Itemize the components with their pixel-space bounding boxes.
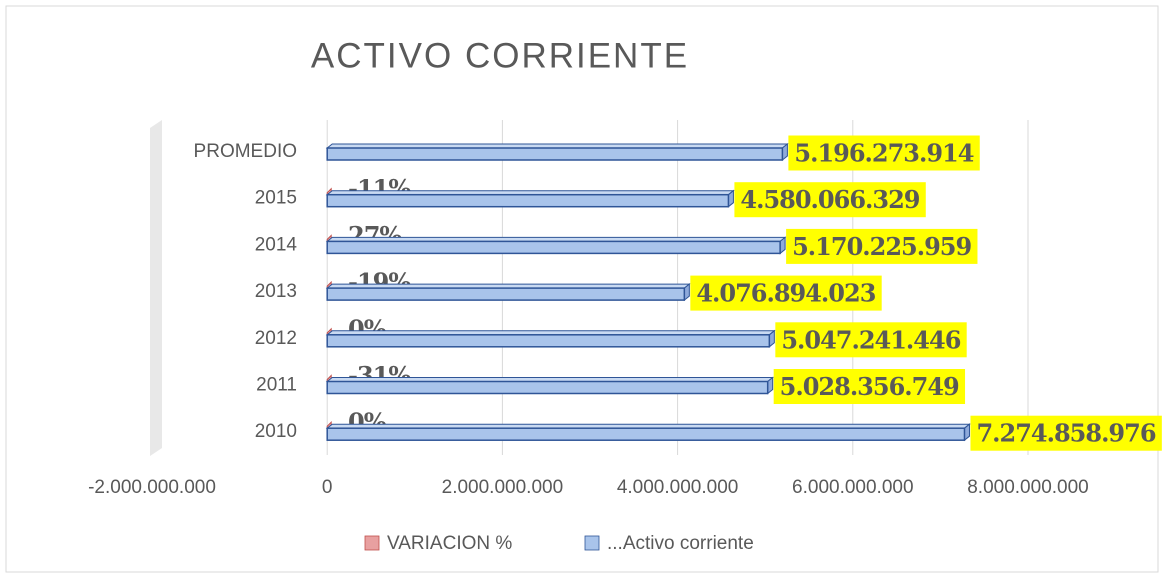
label-box	[734, 182, 926, 218]
bar	[326, 240, 781, 255]
x-tick-label: 0	[322, 477, 333, 498]
x-tick-label: -2.000.000.000	[88, 477, 216, 498]
category-label: 2012	[255, 328, 297, 349]
data-label: 5.170.225.959	[792, 232, 971, 261]
category-label: 2011	[256, 375, 297, 396]
category-label: 2015	[255, 188, 297, 209]
data-label: 4.580.066.329	[740, 185, 919, 214]
category-label: 2014	[255, 234, 298, 255]
label-box	[773, 369, 966, 404]
data-label: 7.274.858.976	[976, 419, 1155, 448]
x-tick-label: 8.000.000.000	[967, 477, 1089, 498]
data-label: 5.047.241.446	[781, 325, 960, 354]
label-box	[788, 135, 980, 171]
category-label: 2010	[255, 421, 297, 442]
legend-label: ...Activo corriente	[607, 533, 754, 554]
data-label: 5.028.356.749	[780, 372, 959, 401]
bar	[326, 334, 771, 348]
bar	[326, 380, 769, 395]
label-box	[970, 415, 1162, 451]
category-label: 2013	[255, 281, 297, 302]
legend-swatch	[364, 535, 380, 551]
data-label: 4.076.894.023	[696, 279, 875, 308]
data-label: 5.196.273.914	[794, 139, 973, 168]
x-tick-label: 2.000.000.000	[442, 477, 564, 498]
side-wall	[150, 120, 162, 456]
chart-title: ACTIVO CORRIENTE	[311, 36, 689, 75]
category-label: PROMEDIO	[194, 141, 297, 162]
x-tick-label: 6.000.000.000	[792, 477, 914, 498]
bar	[326, 427, 966, 441]
label-box	[690, 275, 882, 311]
x-tick-label: 4.000.000.000	[617, 477, 739, 498]
label-box	[775, 322, 967, 358]
bar	[326, 287, 686, 301]
legend-swatch	[584, 535, 600, 551]
bar	[326, 193, 730, 208]
legend-label: VARIACION %	[387, 533, 512, 554]
label-box	[786, 228, 978, 264]
bar	[326, 147, 784, 161]
